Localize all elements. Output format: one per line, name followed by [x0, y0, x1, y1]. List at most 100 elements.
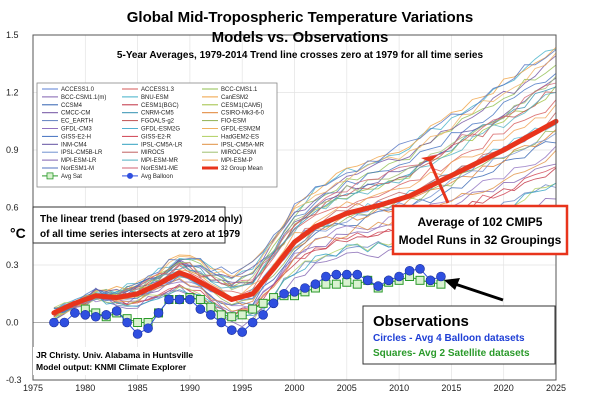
observations-box [362, 305, 556, 365]
satellite-square [436, 279, 446, 289]
legend-label: BCC-CMS1.1 [221, 87, 258, 93]
legend-label: ACCESS1.0 [61, 87, 95, 93]
legend-label: MIROC5 [141, 150, 165, 156]
balloon-circle [216, 317, 227, 328]
x-tick-label: 2025 [546, 383, 566, 393]
satellite-square [415, 275, 425, 285]
legend-item: Avg Sat [42, 172, 82, 180]
model-run-line [53, 150, 557, 314]
legend-item: ACCESS1.0 [42, 87, 95, 93]
satellite-square [195, 295, 205, 304]
legend-label: IPSL-CM5A-LR [141, 142, 183, 148]
credit-line-1: JR Christy. Univ. Alabama in Huntsville [36, 350, 193, 360]
legend-item: NorESM1-M [42, 166, 94, 172]
observations-arrowhead [444, 278, 460, 290]
balloon-circle [70, 308, 80, 318]
y-tick-label: 0.3 [6, 260, 19, 270]
legend-label: CSIRO-Mk3-6-0 [221, 111, 265, 117]
legend-label: Avg Balloon [141, 174, 173, 180]
balloon-circle [425, 275, 436, 286]
main-series [49, 118, 559, 339]
balloon-circle [153, 308, 164, 318]
legend-item: CESM1(CAM5) [202, 103, 262, 109]
legend-item: CCSM4 [42, 103, 83, 109]
x-tick-label: 2020 [494, 383, 514, 393]
y-tick-label: 1.5 [6, 30, 19, 40]
legend-label: CCSM4 [61, 103, 83, 109]
model-callout-arrowhead [421, 155, 438, 162]
chart-title: Global Mid-Tropospheric Temperature Vari… [127, 9, 473, 26]
legend-item: GISS-E2-H [42, 134, 91, 140]
trend-note-box [32, 206, 226, 244]
credit: JR Christy. Univ. Alabama in Huntsville … [33, 347, 201, 375]
balloon-circle [279, 288, 289, 299]
legend-label: MIROC-ESM [221, 150, 256, 156]
balloon-circle [415, 264, 425, 274]
legend-item: IPSL-CM5A-MR [202, 142, 265, 148]
legend-item: GFDL-ESM2G [122, 127, 180, 133]
legend-label: FIO-ESM [221, 119, 246, 125]
credit-box [33, 347, 201, 375]
x-tick-label: 1975 [23, 383, 43, 393]
legend-label: MPI-ESM-MR [141, 158, 179, 164]
legend-item: NorESM1-ME [122, 166, 178, 172]
legend-label: GISS-E2-R [141, 134, 172, 140]
x-tick-label: 2000 [284, 383, 304, 393]
balloon-circle [164, 294, 174, 305]
legend-item: ACCESS1.3 [122, 87, 175, 93]
legend-item: MPI-ESM-MR [122, 158, 179, 164]
satellite-square [258, 298, 268, 308]
legend-item: Avg Balloon [122, 172, 173, 180]
chart-subtitle: Models vs. Observations [212, 29, 389, 46]
y-tick-label: 0.6 [6, 203, 19, 213]
balloon-circle [383, 275, 394, 286]
satellite-square [237, 310, 247, 320]
legend-item: BCC-CMS1.1 [202, 87, 258, 93]
legend-label: FGOALS-g2 [141, 119, 175, 125]
balloon-circle [373, 281, 383, 291]
model-run-line [53, 49, 557, 314]
balloon-circle [321, 271, 331, 282]
y-tick-label: 1.2 [6, 88, 19, 98]
balloon-circle [49, 317, 59, 328]
model-callout-arrow-line [428, 161, 450, 204]
chart-subtitle-2: 5-Year Averages, 1979-2014 Trend line cr… [117, 50, 484, 61]
balloon-circle [300, 283, 310, 293]
legend-item: GFDL-CM3 [42, 127, 92, 133]
x-tick-label: 1995 [232, 383, 252, 393]
balloon-circle [268, 298, 279, 309]
legend-item: CSIRO-Mk3-6-0 [202, 111, 265, 117]
legend-label: MPI-ESM-P [221, 158, 253, 164]
observations-circles-text: Circles - Avg 4 Balloon datasets [373, 333, 525, 344]
legend-item: CMCC-CM [42, 111, 90, 117]
balloon-circle [143, 323, 153, 334]
legend-item: EC_EARTH [42, 119, 93, 125]
satellite-square [216, 310, 226, 320]
legend-item: CanESM2 [202, 95, 249, 101]
satellite-square [133, 318, 143, 327]
satellite-square [206, 302, 216, 312]
satellite-square [352, 279, 362, 289]
legend-label: Avg Sat [61, 174, 82, 180]
legend-item: 32 Group Mean [202, 166, 263, 172]
model-callout-line-1: Average of 102 CMIP5 [418, 215, 543, 229]
observations-callout: Observations Circles - Avg 4 Balloon dat… [362, 278, 556, 365]
legend-item: GISS-E2-R [122, 134, 172, 140]
observations-title: Observations [373, 313, 469, 330]
model-callout-box [391, 204, 569, 256]
satellite-square [342, 277, 352, 287]
balloon-circle [436, 271, 446, 282]
model-callout: Average of 102 CMIP5 Model Runs in 32 Gr… [391, 155, 569, 256]
legend-label: MPI-ESM-LR [61, 158, 97, 164]
x-tick-label: 2010 [389, 383, 409, 393]
credit-line-2: Model output: KNMI Climate Explorer [36, 362, 187, 372]
x-tick-label: 1980 [75, 383, 95, 393]
y-tick-label: 0.0 [6, 318, 19, 328]
balloon-circle [80, 310, 91, 320]
model-run-line [53, 55, 557, 321]
legend-label: 32 Group Mean [221, 166, 263, 172]
trend-note: The linear trend (based on 1979-2014 onl… [32, 206, 242, 244]
balloon-circle [404, 265, 415, 276]
balloon-circle [247, 317, 258, 328]
legend-item: BCC-CSM1.1(m) [42, 95, 106, 101]
